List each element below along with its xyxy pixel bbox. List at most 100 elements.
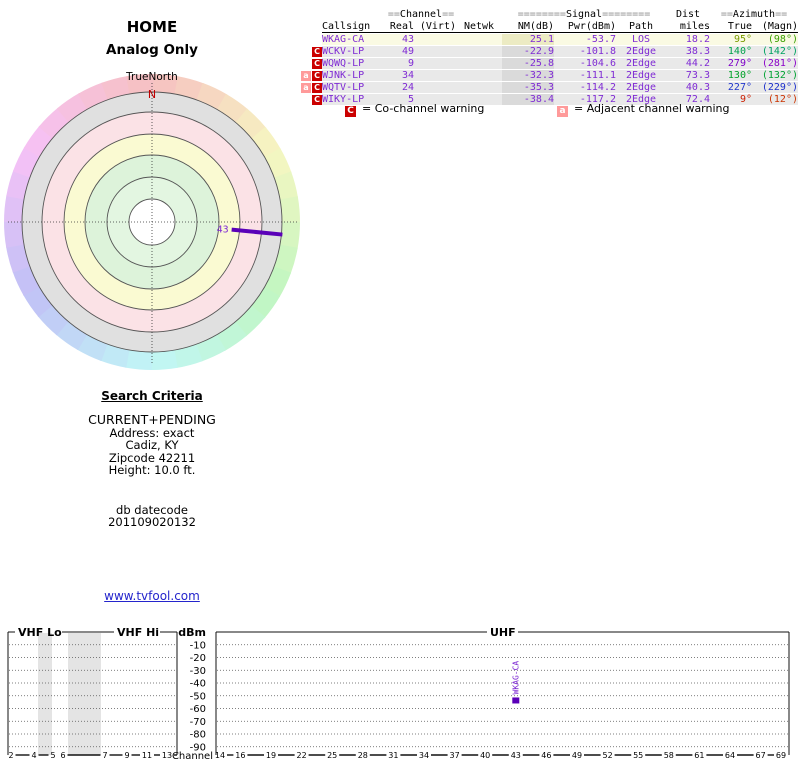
vhf-lo-label: VHF Lo <box>18 626 62 639</box>
co-channel-warning-icon: C <box>312 83 322 93</box>
compass-hue-segment <box>263 266 292 298</box>
cell-nm-db: -32.3 <box>502 70 554 81</box>
cell-path: 2Edge <box>616 58 666 69</box>
cell-channel-virt <box>414 34 456 45</box>
cell-azimuth-magn: (229°) <box>752 82 798 93</box>
signal-bar-label: WKAG-CA <box>511 661 520 695</box>
cell-miles: 38.3 <box>666 46 710 57</box>
cell-miles: 72.4 <box>666 94 710 105</box>
cell-azimuth-magn: (281°) <box>752 58 798 69</box>
table-row: C WIKY-LP 5 -38.4 -117.2 2Edge 72.4 9° (12°) <box>298 94 798 105</box>
channel-tick-label: 52 <box>603 751 613 760</box>
compass-hue-segment <box>217 93 249 124</box>
compass-hue-segment <box>150 350 178 370</box>
cell-pwr-dbm: -114.2 <box>554 82 616 93</box>
cell-network <box>456 94 502 105</box>
cell-network <box>456 58 502 69</box>
cell-pwr-dbm: -104.6 <box>554 58 616 69</box>
cell-network <box>456 46 502 57</box>
cell-pwr-dbm: -111.1 <box>554 70 616 81</box>
cell-azimuth-true: 227° <box>710 82 752 93</box>
channel-tick-label: 49 <box>572 751 582 760</box>
channel-tick-label: 69 <box>776 751 786 760</box>
cell-azimuth-true: 140° <box>710 46 752 57</box>
table-row: a C WQTV-LP 24 -35.3 -114.2 2Edge 40.3 227° (229°… <box>298 82 798 93</box>
cell-azimuth-true: 9° <box>710 94 752 105</box>
compass-hue-segment <box>6 169 31 200</box>
compass-hue-segment <box>12 146 41 178</box>
signal-bar <box>512 697 520 704</box>
co-channel-warning-icon: C <box>312 47 322 57</box>
cell-network <box>456 82 502 93</box>
warning-flags-cell <box>298 34 322 45</box>
column-header: Path <box>616 21 666 33</box>
station-table-container: ==Channel== ========Signal======== Dist ==A… <box>298 8 798 106</box>
cell-channel-virt <box>414 94 456 105</box>
channel-tick-label: 14 <box>215 751 225 760</box>
signal-spectrum-chart: -10 -20 -30 -40-50 -60 -70 -80-90 dBm Channel VHF… <box>7 626 790 762</box>
channel-tick-label: 2 <box>8 751 13 760</box>
warning-flags-cell: C <box>298 58 322 69</box>
column-header: (Virt) <box>414 21 456 33</box>
search-criteria-line: Address: exact <box>109 426 195 440</box>
co-channel-legend-text: = Co-channel warning <box>362 102 485 115</box>
compass-hue-segment <box>55 320 87 351</box>
cell-callsign: WQTV-LP <box>322 82 386 93</box>
dbm-tick-label: -80 <box>190 730 206 741</box>
cell-channel-real: 24 <box>386 82 414 93</box>
compass-hue-segment <box>251 126 281 159</box>
cell-miles: 73.3 <box>666 70 710 81</box>
column-header: Netwk <box>456 21 502 33</box>
channel-group-header: ==Channel== <box>387 9 455 20</box>
cell-callsign: WJNK-LP <box>322 70 386 81</box>
tvfool-link[interactable]: www.tvfool.com <box>104 589 200 603</box>
dbm-tick-label: -40 <box>190 679 206 690</box>
north-marker: N <box>148 88 156 101</box>
cell-path: 2Edge <box>616 82 666 93</box>
cell-callsign: WCKV-LP <box>322 46 386 57</box>
channel-axis-label: Channel <box>172 751 213 762</box>
cell-azimuth-true: 130° <box>710 70 752 81</box>
cell-miles: 40.3 <box>666 82 710 93</box>
cell-nm-db: -25.8 <box>502 58 554 69</box>
channel-tick-label: 22 <box>297 751 307 760</box>
search-criteria-block: Search Criteria CURRENT+PENDING Address:… <box>0 389 304 529</box>
channel-tick-label: 13 <box>162 751 172 760</box>
polar-coverage-chart: TrueNorth N 43 <box>3 71 300 370</box>
cell-azimuth-magn: (98°) <box>752 34 798 45</box>
cell-nm-db: -22.9 <box>502 46 554 57</box>
compass-hue-segment <box>4 194 25 222</box>
warning-flags-cell: C <box>298 94 322 105</box>
compass-hue-segment <box>280 196 300 224</box>
cell-channel-real: 5 <box>386 94 414 105</box>
compass-hue-segment <box>56 93 89 123</box>
channel-tick-label: 6 <box>60 751 65 760</box>
cell-azimuth-true: 95° <box>710 34 752 45</box>
cell-channel-virt <box>414 70 456 81</box>
channel-tick-label: 11 <box>142 751 152 760</box>
cell-path: LOS <box>616 34 666 45</box>
cell-miles: 18.2 <box>666 34 710 45</box>
search-criteria-line: Cadiz, KY <box>125 438 179 453</box>
compass-hue-segment <box>274 171 299 201</box>
dbm-tick-label: -10 <box>190 640 206 651</box>
channel-tick-label: 16 <box>235 751 245 760</box>
compass-hue-segment <box>78 82 109 110</box>
compass-hue-segment <box>279 222 300 250</box>
channel-tick-label: 4 <box>31 751 36 760</box>
column-header: Real <box>386 21 414 33</box>
cell-network <box>456 34 502 45</box>
compass-hue-segment <box>173 344 203 369</box>
true-north-label: TrueNorth <box>125 71 178 83</box>
search-criteria-line: Zipcode 42211 <box>108 450 196 465</box>
cell-channel-virt <box>414 82 456 93</box>
cell-channel-real: 34 <box>386 70 414 81</box>
compass-hue-segment <box>101 75 131 100</box>
column-header: Callsign <box>322 21 386 33</box>
channel-tick-label: 46 <box>541 751 551 760</box>
cell-nm-db: -38.4 <box>502 94 554 105</box>
dbm-tick-label: -90 <box>190 742 206 753</box>
column-header: (Magn) <box>752 21 798 33</box>
